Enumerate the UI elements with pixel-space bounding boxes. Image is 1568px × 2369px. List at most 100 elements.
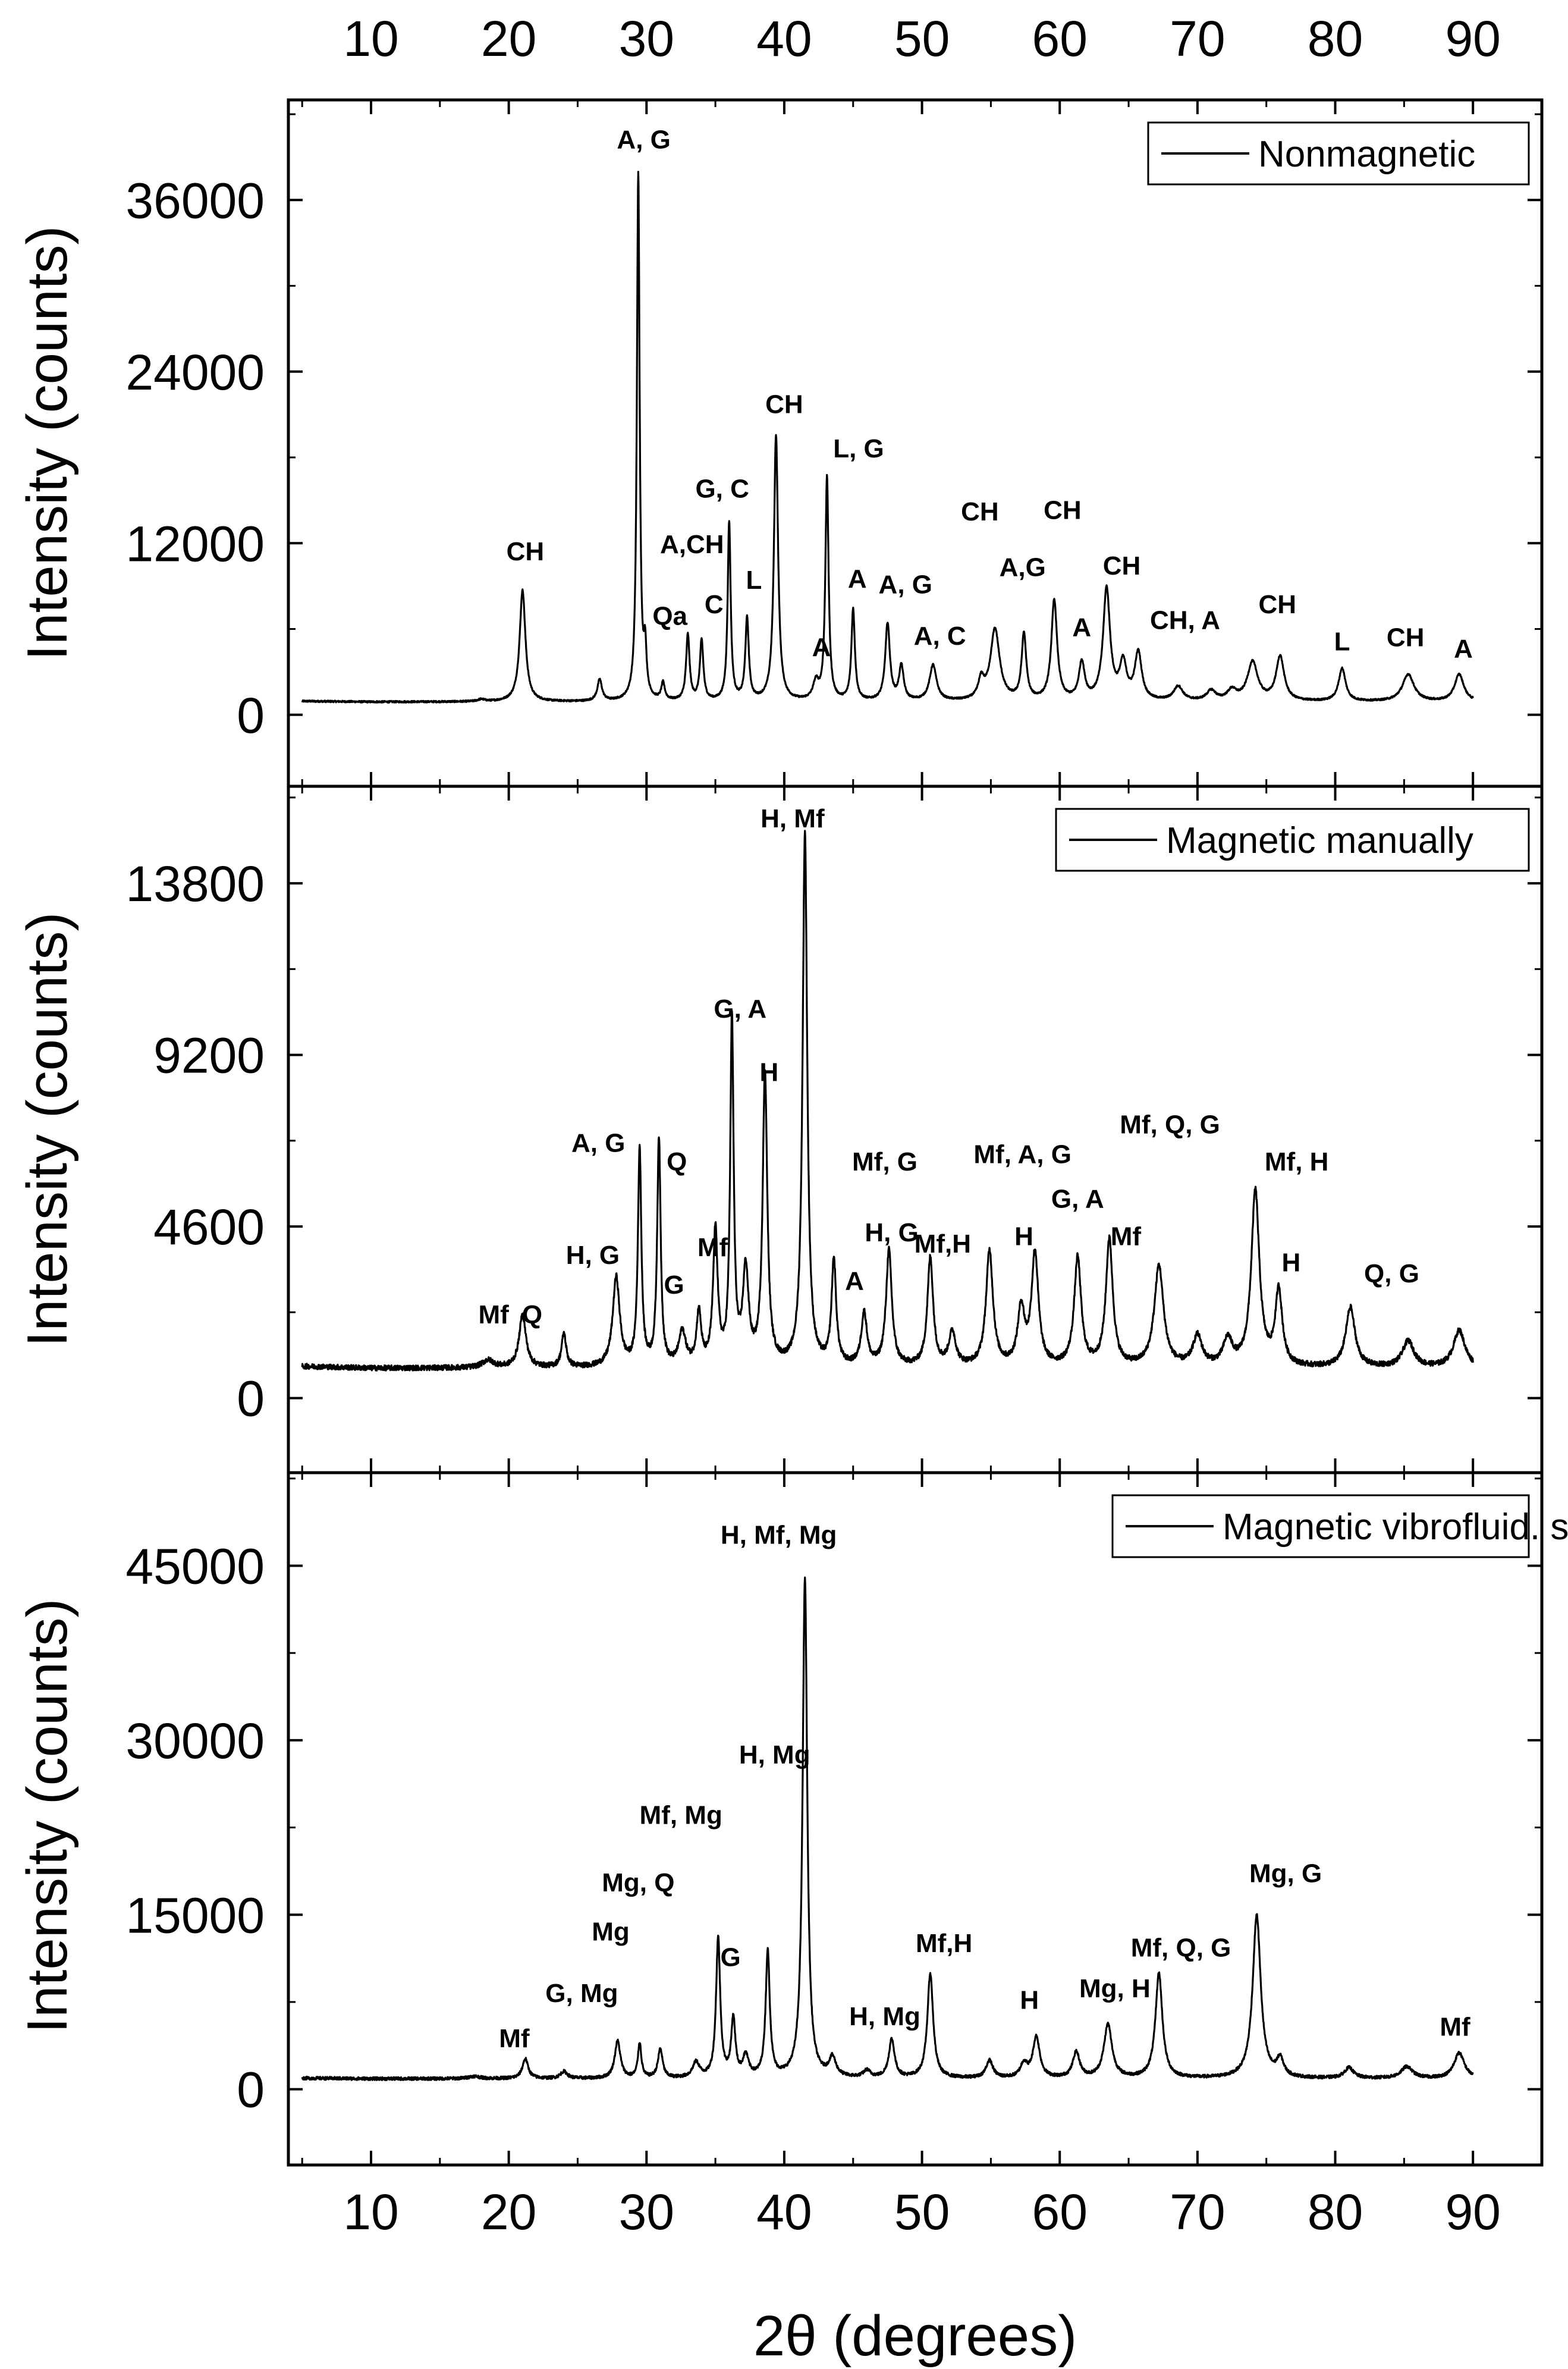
peak-label: CH (507, 537, 545, 566)
peak-label: CH (1387, 623, 1425, 652)
y-tick-label: 24000 (125, 344, 265, 400)
peak-label: G (720, 1943, 740, 1972)
peak-label: H, G (566, 1241, 620, 1270)
peak-label: Mf, Mg (640, 1801, 722, 1830)
y-tick-label: 45000 (125, 1538, 265, 1594)
panel-magnetic-vibrofluid: 0 15000 30000 45000 Intensity (counts) Mf G, M… (15, 1477, 1568, 2118)
peak-label: H (1020, 1986, 1039, 2015)
y-axis-title: Intensity (counts) (15, 1599, 79, 2034)
y-tick-label: 30000 (125, 1713, 265, 1769)
y-tick-label: 0 (237, 2062, 265, 2118)
peak-label: A (848, 564, 867, 594)
axis-ticks (301, 100, 1543, 2165)
peak-label: G, Mg (545, 1979, 618, 2008)
peak-label: H (1014, 1222, 1033, 1251)
peak-label: Mf (499, 2024, 530, 2053)
top-x-tick-label: 80 (1308, 11, 1363, 67)
diffraction-trace (301, 1576, 1474, 2081)
bottom-x-tick-label: 80 (1308, 2184, 1363, 2240)
peak-label: Mf (478, 1300, 509, 1329)
y-tick-label: 15000 (125, 1887, 265, 1943)
peak-label: G, A (714, 994, 766, 1024)
peak-label: Mg, Q (602, 1868, 674, 1897)
y-tick-label: 13800 (125, 856, 265, 912)
bottom-x-tick-label: 70 (1170, 2184, 1225, 2240)
diffraction-trace (301, 830, 1474, 1372)
y-tick-label: 36000 (125, 172, 265, 228)
peak-label: A, G (879, 570, 932, 599)
bottom-x-tick-label: 50 (894, 2184, 950, 2240)
peak-label: A, G (617, 125, 670, 155)
peak-label: CH (961, 497, 999, 526)
peak-label: Mf, Q, G (1120, 1110, 1220, 1139)
diffraction-trace (301, 171, 1474, 704)
top-x-tick-label: 90 (1445, 11, 1500, 67)
peak-label: A (1454, 635, 1473, 664)
top-x-tick-label: 10 (343, 11, 398, 67)
peak-label: C (705, 590, 724, 619)
peak-label: Q, G (1364, 1259, 1419, 1288)
peak-label: H (760, 1058, 779, 1087)
peak-label: Mf (697, 1233, 728, 1262)
bottom-x-tick-label: 90 (1445, 2184, 1500, 2240)
peak-label: H, Mg (739, 1740, 810, 1769)
peak-label: Q (522, 1300, 542, 1329)
peak-label: Mf, Q, G (1131, 1934, 1231, 1963)
peak-label: A (845, 1267, 864, 1296)
peak-label: H, G (865, 1218, 918, 1247)
peak-label: Mg, H (1079, 1974, 1151, 2003)
peak-label: Mg (592, 1917, 630, 1946)
peak-label: Mf, A, G (973, 1140, 1071, 1169)
y-axis-title: Intensity (counts) (15, 226, 79, 661)
bottom-x-tick-label: 10 (343, 2184, 398, 2240)
peak-label: Mg, G (1249, 1859, 1322, 1888)
bottom-x-tick-labels: 10 20 30 40 50 60 70 80 90 (343, 2184, 1501, 2240)
y-tick-label: 4600 (153, 1199, 265, 1255)
peak-label: Qa (652, 601, 687, 630)
top-x-tick-label: 40 (756, 11, 812, 67)
bottom-x-tick-label: 60 (1032, 2184, 1088, 2240)
y-tick-label: 9200 (153, 1028, 265, 1084)
peak-label: CH, A (1150, 606, 1220, 635)
peak-label: H (1282, 1248, 1301, 1277)
peak-label: A,G (1000, 553, 1046, 582)
peak-label: H, Mf, Mg (721, 1520, 837, 1549)
top-x-tick-label: 60 (1032, 11, 1088, 67)
peak-label: A (812, 633, 831, 662)
bottom-x-tick-label: 40 (756, 2184, 812, 2240)
peak-label: CH (1103, 551, 1141, 581)
x-axis-title: 2θ (degrees) (753, 2304, 1077, 2368)
peak-label: Mf, H (1265, 1147, 1329, 1176)
peak-label: CH (1258, 590, 1296, 619)
plot-frame (287, 98, 1544, 2167)
y-tick-label: 0 (237, 688, 265, 743)
bottom-x-tick-label: 20 (481, 2184, 536, 2240)
legend-label: Magnetic manually (1166, 820, 1473, 861)
legend-label: Nonmagnetic (1258, 134, 1475, 175)
peak-label: CH (765, 390, 803, 419)
peak-label: Mf (1111, 1222, 1142, 1251)
top-x-tick-label: 50 (894, 11, 950, 67)
peak-label: A (1072, 613, 1091, 642)
peak-label: A,CH (660, 530, 724, 559)
peak-label: G, A (1051, 1185, 1104, 1214)
peak-label: G (664, 1270, 684, 1300)
peak-label: A, G (571, 1129, 625, 1158)
top-x-tick-labels: 10 20 30 40 50 60 70 80 90 (343, 11, 1501, 67)
peak-label: G, C (695, 474, 749, 503)
y-axis-title: Intensity (counts) (15, 912, 79, 1347)
panel-nonmagnetic: 0 12000 24000 36000 Intensity (counts) CH A, G… (15, 113, 1542, 743)
bottom-x-tick-label: 30 (619, 2184, 674, 2240)
peak-label: Mf,H (915, 1229, 971, 1259)
top-x-tick-label: 30 (619, 11, 674, 67)
top-x-tick-label: 70 (1170, 11, 1225, 67)
peak-label: L (1334, 627, 1350, 657)
peak-label: Q (667, 1147, 687, 1176)
legend-label: Magnetic vibrofluid. state (1223, 1507, 1568, 1548)
y-tick-label: 0 (237, 1371, 265, 1427)
peak-label: CH (1044, 495, 1082, 525)
peak-label: H, Mf (761, 804, 825, 833)
peak-label: Mf,H (916, 1929, 972, 1958)
